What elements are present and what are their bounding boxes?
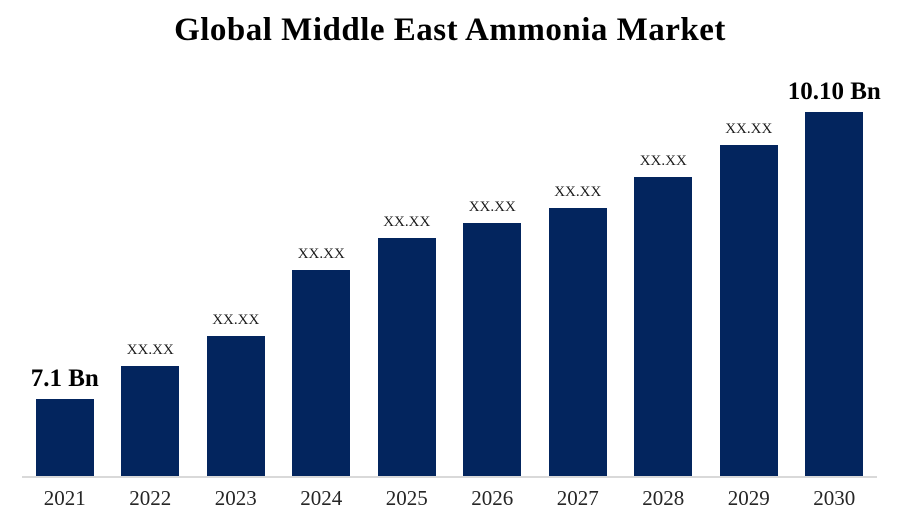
x-tick-label-2030: 2030 — [813, 486, 856, 510]
bar-2022 — [121, 366, 180, 476]
x-tick-label-2028: 2028 — [642, 486, 685, 510]
value-label-2023: XX.XX — [212, 312, 260, 328]
bar-2030 — [805, 112, 864, 476]
value-label-2030: 10.10 Bn — [787, 78, 881, 105]
x-tick-label-2023: 2023 — [214, 486, 257, 510]
bar-2027 — [548, 208, 607, 476]
x-tick-label-2026: 2026 — [471, 486, 514, 510]
bar-group-2027: XX.XX — [535, 60, 621, 476]
value-label-2029: XX.XX — [725, 121, 773, 137]
bar-group-2030: 10.10 Bn — [788, 60, 881, 476]
bar-group-2028: XX.XX — [621, 60, 707, 476]
bar-2025 — [377, 238, 436, 476]
x-tick-label-2029: 2029 — [727, 486, 770, 510]
value-label-2028: XX.XX — [639, 153, 687, 169]
bar-2021 — [35, 399, 94, 476]
value-label-2027: XX.XX — [554, 184, 602, 200]
bar-group-2023: XX.XX — [193, 60, 279, 476]
bar-2028 — [634, 177, 693, 476]
value-label-2025: XX.XX — [383, 214, 431, 230]
x-tick-label-2024: 2024 — [300, 486, 343, 510]
bar-group-2021: 7.1 Bn — [22, 60, 108, 476]
x-tick-label-2027: 2027 — [556, 486, 599, 510]
chart-title: Global Middle East Ammonia Market — [174, 12, 726, 48]
bar-group-2026: XX.XX — [450, 60, 536, 476]
value-label-2022: XX.XX — [126, 342, 174, 358]
bar-group-2025: XX.XX — [364, 60, 450, 476]
x-axis-line — [22, 476, 877, 478]
bar-group-2022: XX.XX — [108, 60, 194, 476]
value-label-2024: XX.XX — [297, 246, 345, 262]
value-label-2021: 7.1 Bn — [30, 365, 99, 392]
bar-2029 — [719, 145, 778, 476]
bar-2024 — [292, 270, 351, 476]
bar-chart-plot-area: 7.1 Bn XX.XX XX.XX XX.XX XX.XX XX.XX XX.XX XX.X… — [22, 60, 881, 476]
bar-group-2024: XX.XX — [279, 60, 365, 476]
x-tick-label-2022: 2022 — [129, 486, 172, 510]
x-tick-label-2025: 2025 — [385, 486, 428, 510]
bar-group-2029: XX.XX — [706, 60, 792, 476]
bar-2023 — [206, 336, 265, 476]
bar-2026 — [463, 223, 522, 476]
x-tick-label-2021: 2021 — [43, 486, 86, 510]
x-axis-tick-labels: 2021 2022 2023 2024 2025 2026 2027 2028 2029 2030 — [22, 486, 877, 511]
value-label-2026: XX.XX — [468, 199, 516, 215]
